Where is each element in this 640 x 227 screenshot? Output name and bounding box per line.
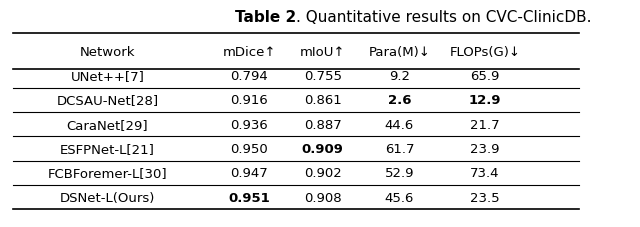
Text: 0.794: 0.794 <box>230 70 268 83</box>
Text: Table 2: Table 2 <box>235 10 296 25</box>
Text: 73.4: 73.4 <box>470 166 500 179</box>
Text: 0.947: 0.947 <box>230 166 268 179</box>
Text: Network: Network <box>80 45 135 58</box>
Text: 0.908: 0.908 <box>304 191 342 204</box>
Text: 61.7: 61.7 <box>385 142 414 155</box>
Text: 0.887: 0.887 <box>304 118 342 131</box>
Text: 0.902: 0.902 <box>304 166 342 179</box>
Text: 2.6: 2.6 <box>388 94 412 107</box>
Text: 0.936: 0.936 <box>230 118 268 131</box>
Text: DCSAU-Net[28]: DCSAU-Net[28] <box>56 94 159 107</box>
Text: mIoU↑: mIoU↑ <box>300 45 346 58</box>
Text: 12.9: 12.9 <box>468 94 501 107</box>
Text: 0.950: 0.950 <box>230 142 268 155</box>
Text: CaraNet[29]: CaraNet[29] <box>67 118 148 131</box>
Text: 0.951: 0.951 <box>228 191 270 204</box>
Text: 23.9: 23.9 <box>470 142 500 155</box>
Text: . Quantitative results on CVC-ClinicDB.: . Quantitative results on CVC-ClinicDB. <box>296 10 592 25</box>
Text: 23.5: 23.5 <box>470 191 500 204</box>
Text: 44.6: 44.6 <box>385 118 414 131</box>
Text: 0.909: 0.909 <box>302 142 344 155</box>
Text: 0.861: 0.861 <box>304 94 342 107</box>
Text: 21.7: 21.7 <box>470 118 500 131</box>
Text: mDice↑: mDice↑ <box>222 45 276 58</box>
Text: 9.2: 9.2 <box>389 70 410 83</box>
Text: 0.916: 0.916 <box>230 94 268 107</box>
Text: FLOPs(G)↓: FLOPs(G)↓ <box>449 45 520 58</box>
Text: UNet++[7]: UNet++[7] <box>70 70 145 83</box>
Text: 52.9: 52.9 <box>385 166 414 179</box>
Text: DSNet-L(Ours): DSNet-L(Ours) <box>60 191 156 204</box>
Text: ESFPNet-L[21]: ESFPNet-L[21] <box>60 142 155 155</box>
Text: FCBForemer-L[30]: FCBForemer-L[30] <box>48 166 167 179</box>
Text: 45.6: 45.6 <box>385 191 414 204</box>
Text: 0.755: 0.755 <box>304 70 342 83</box>
Text: 65.9: 65.9 <box>470 70 500 83</box>
Text: Para(M)↓: Para(M)↓ <box>369 45 430 58</box>
